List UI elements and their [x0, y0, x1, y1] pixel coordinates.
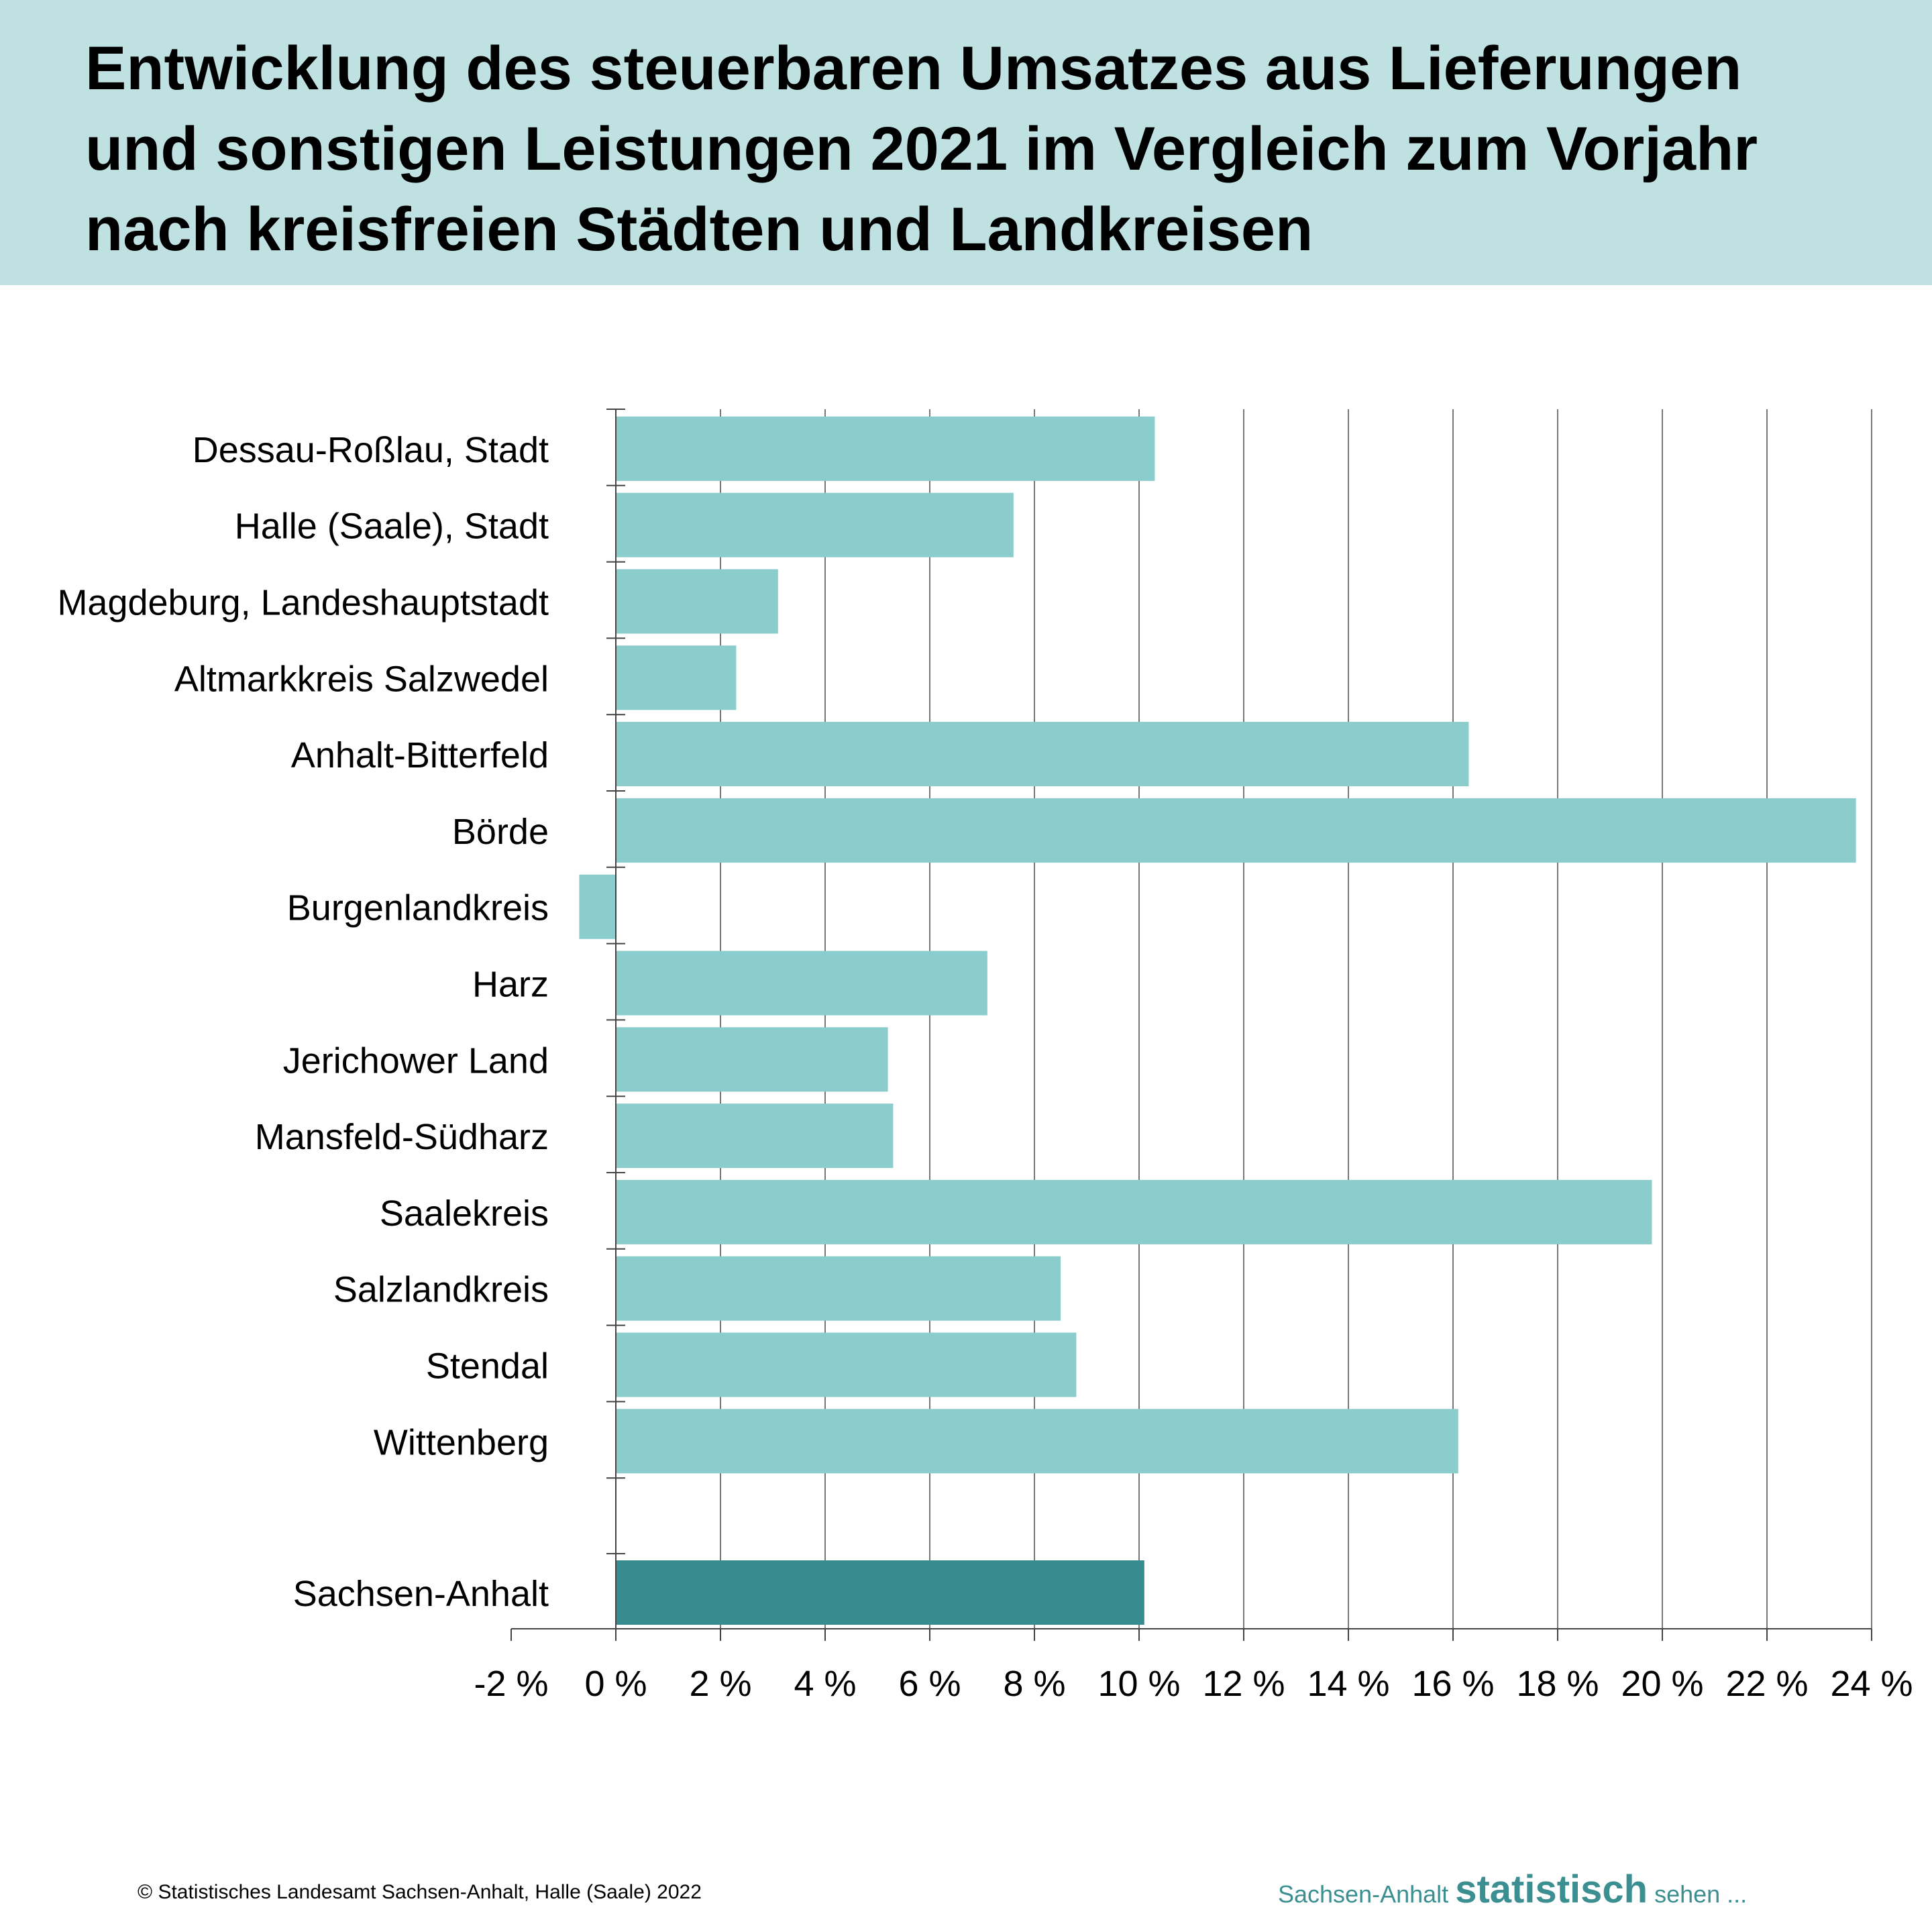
bar [616, 1332, 1077, 1397]
brand-suffix: sehen ... [1654, 1880, 1748, 1908]
x-tick-label: 18 % [1516, 1664, 1599, 1704]
bar-total [616, 1560, 1144, 1625]
bar [616, 1104, 894, 1169]
bar [616, 492, 1014, 557]
x-tick-label: 8 % [1003, 1664, 1065, 1704]
brand-main: statistisch [1455, 1868, 1648, 1911]
bar [616, 1256, 1061, 1321]
x-tick-label: 22 % [1725, 1664, 1808, 1704]
copyright-note: © Statistisches Landesamt Sachsen-Anhalt… [138, 1881, 702, 1903]
bar [616, 798, 1856, 863]
category-label-total: Sachsen-Anhalt [293, 1574, 549, 1614]
bar [616, 1027, 888, 1092]
x-tick-label: 24 % [1830, 1664, 1913, 1704]
category-label: Magdeburg, Landeshauptstadt [57, 583, 549, 623]
category-label: Mansfeld-Südharz [255, 1117, 549, 1157]
bar [616, 1179, 1652, 1244]
category-label: Wittenberg [374, 1422, 549, 1462]
bar [616, 416, 1155, 481]
x-tick-label: 12 % [1202, 1664, 1285, 1704]
category-label: Stendal [426, 1346, 549, 1387]
bar [616, 1409, 1458, 1474]
category-label: Burgenlandkreis [287, 888, 549, 928]
x-tick-label: 2 % [689, 1664, 751, 1704]
category-label: Dessau-Roßlau, Stadt [193, 430, 549, 470]
x-tick-label: 10 % [1097, 1664, 1180, 1704]
x-tick-label: -2 % [474, 1664, 548, 1704]
bar [616, 951, 987, 1016]
bar [616, 569, 778, 634]
category-label: Altmarkkreis Salzwedel [174, 659, 549, 699]
category-label: Jerichower Land [283, 1040, 549, 1081]
x-tick-label: 6 % [898, 1664, 961, 1704]
brand-logo-text: Sachsen-Anhalt statistisch sehen ... [1278, 1867, 1747, 1912]
title-band: Entwicklung des steuerbaren Umsatzes aus… [0, 0, 1932, 285]
x-tick-label: 16 % [1411, 1664, 1494, 1704]
bar [616, 722, 1469, 787]
x-tick-label: 20 % [1621, 1664, 1703, 1704]
bar [579, 874, 616, 939]
category-label: Salzlandkreis [333, 1270, 549, 1310]
category-label: Harz [472, 965, 549, 1005]
category-label: Halle (Saale), Stadt [235, 506, 549, 547]
brand-prefix: Sachsen-Anhalt [1278, 1880, 1449, 1908]
category-label: Börde [452, 812, 549, 852]
category-label: Saalekreis [380, 1193, 549, 1234]
category-label: Anhalt-Bitterfeld [291, 735, 549, 775]
x-tick-label: 0 % [584, 1664, 647, 1704]
bar [616, 645, 737, 710]
x-tick-label: 14 % [1307, 1664, 1389, 1704]
chart-title: Entwicklung des steuerbaren Umsatzes aus… [85, 34, 1758, 264]
x-tick-label: 4 % [794, 1664, 856, 1704]
